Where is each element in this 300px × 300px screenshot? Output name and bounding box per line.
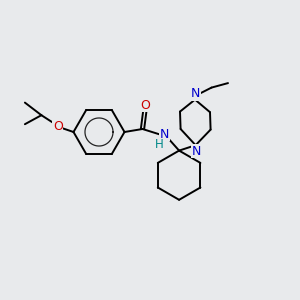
Text: O: O — [53, 120, 63, 133]
Text: H: H — [155, 138, 164, 151]
Text: O: O — [140, 98, 150, 112]
Text: N: N — [191, 87, 200, 100]
Text: N: N — [160, 128, 169, 141]
Text: N: N — [191, 145, 201, 158]
